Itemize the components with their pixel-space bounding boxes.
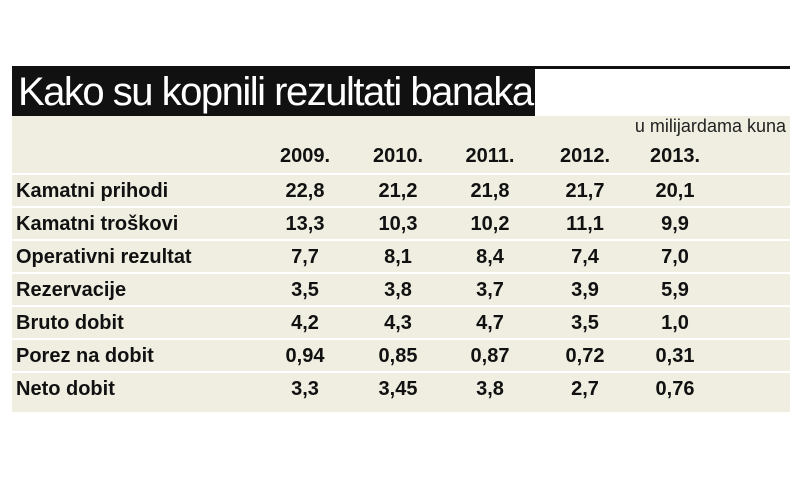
row-label: Operativni rezultat — [16, 246, 192, 268]
header-row: 2009. 2010. 2011. 2012. 2013. — [12, 140, 790, 172]
cell-value: 0,76 — [655, 378, 695, 400]
cell-value: 4,7 — [476, 312, 504, 334]
title-background — [12, 66, 535, 116]
cell-value: 22,8 — [285, 180, 325, 202]
unit-note: u milijardama kuna — [634, 116, 786, 136]
cell-value: 7,4 — [571, 246, 599, 268]
table-row: Neto dobit 3,3 3,45 3,8 2,7 0,76 — [12, 371, 790, 405]
cell-value: 9,9 — [661, 213, 689, 235]
cell-value: 0,31 — [655, 345, 695, 367]
cell-value: 13,3 — [285, 213, 325, 235]
title: Kako su kopnili rezultati banaka — [18, 70, 534, 114]
table-row: Operativni rezultat 7,7 8,1 8,4 7,4 7,0 — [12, 239, 790, 273]
cell-value: 21,2 — [378, 180, 418, 202]
cell-value: 0,85 — [378, 345, 418, 367]
column-header: 2013. — [649, 145, 701, 167]
row-label: Neto dobit — [16, 378, 115, 400]
cell-value: 3,45 — [378, 378, 418, 400]
row-label: Rezervacije — [16, 279, 127, 301]
cell-value: 10,3 — [378, 213, 418, 235]
table-panel — [12, 116, 790, 412]
cell-value: 21,8 — [470, 180, 510, 202]
row-label: Kamatni prihodi — [16, 180, 169, 202]
cell-value: 8,1 — [384, 246, 412, 268]
column-header: 2011. — [465, 145, 515, 167]
cell-value: 7,7 — [291, 246, 319, 268]
cell-value: 5,9 — [661, 279, 689, 301]
cell-value: 11,1 — [566, 213, 604, 235]
column-header: 2012. — [559, 145, 611, 167]
cell-value: 3,8 — [476, 378, 504, 400]
column-header: 2009. — [279, 145, 331, 167]
cell-value: 4,3 — [384, 312, 412, 334]
cell-value: 10,2 — [470, 213, 510, 235]
cell-value: 21,7 — [565, 180, 605, 202]
cell-value: 4,2 — [291, 312, 319, 334]
table-row: Bruto dobit 4,2 4,3 4,7 3,5 1,0 — [12, 305, 790, 339]
table-row: Porez na dobit 0,94 0,85 0,87 0,72 0,31 — [12, 338, 790, 372]
cell-value: 3,8 — [384, 279, 412, 301]
cell-value: 20,1 — [655, 180, 695, 202]
cell-value: 2,7 — [571, 378, 599, 400]
cell-value: 3,5 — [571, 312, 599, 334]
cell-value: 0,87 — [470, 345, 510, 367]
cell-value: 3,3 — [291, 378, 319, 400]
row-label: Kamatni troškovi — [16, 213, 179, 235]
row-label: Bruto dobit — [16, 312, 124, 334]
cell-value: 8,4 — [476, 246, 504, 268]
cell-value: 3,7 — [476, 279, 504, 301]
cell-value: 3,9 — [571, 279, 599, 301]
row-label: Porez na dobit — [16, 345, 154, 367]
column-header: 2010. — [372, 145, 424, 167]
table-row: Rezervacije 3,5 3,8 3,7 3,9 5,9 — [12, 272, 790, 306]
cell-value: 0,94 — [285, 345, 325, 367]
cell-value: 3,5 — [291, 279, 319, 301]
table-row: Kamatni troškovi 13,3 10,3 10,2 11,1 9,9 — [12, 206, 790, 240]
table-row: Kamatni prihodi 22,8 21,2 21,8 21,7 20,1 — [12, 173, 790, 207]
cell-value: 1,0 — [661, 312, 689, 334]
cell-value: 7,0 — [661, 246, 689, 268]
cell-value: 0,72 — [565, 345, 605, 367]
